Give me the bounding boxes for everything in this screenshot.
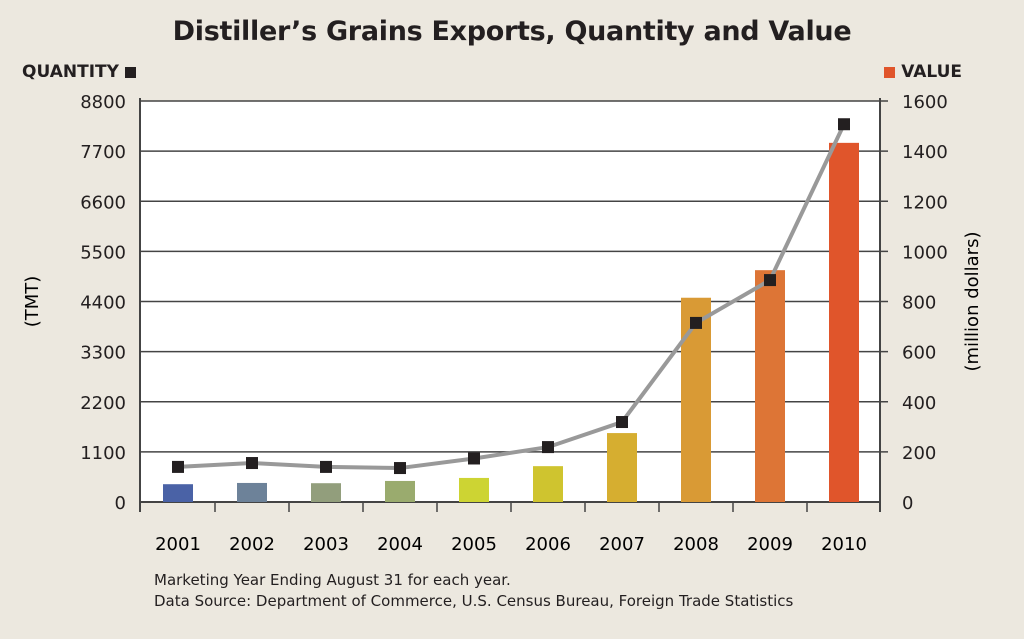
quantity-point-2010 (838, 118, 850, 131)
x-tick-label: 2007 (599, 534, 645, 555)
x-tick-label: 2008 (673, 534, 719, 555)
left-tick-label: 2200 (80, 393, 126, 414)
legend-quantity-marker (124, 66, 136, 78)
x-tick-label: 2001 (155, 534, 201, 555)
right-tick-label: 200 (902, 443, 936, 464)
quantity-point-2001 (172, 460, 184, 473)
right-tick-label: 0 (902, 493, 913, 514)
right-tick-label: 1200 (902, 192, 948, 213)
right-tick-label: 800 (902, 293, 936, 314)
legend-value: VALUE (878, 62, 962, 82)
right-tick-label: 1600 (902, 92, 948, 113)
quantity-point-2009 (764, 274, 776, 287)
left-tick-label: 6600 (80, 192, 126, 213)
x-tick-label: 2006 (525, 534, 571, 555)
left-tick-label: 4400 (80, 293, 126, 314)
x-tick-label: 2005 (451, 534, 497, 555)
left-tick-label: 0 (115, 493, 126, 514)
quantity-point-2006 (542, 441, 554, 454)
quantity-line (177, 123, 846, 471)
right-axis-label: (million dollars) (962, 232, 983, 372)
bar-value-2003 (311, 483, 341, 502)
bar-value-2010 (829, 142, 859, 502)
note-marketing-year: Marketing Year Ending August 31 for each… (154, 571, 511, 589)
left-tick-label: 7700 (80, 142, 126, 163)
x-tick-label: 2009 (747, 534, 793, 555)
bar-value-2006 (533, 466, 563, 502)
legend-quantity-label: QUANTITY (22, 62, 119, 82)
legend-value-marker (884, 66, 896, 78)
bar-value-2009 (755, 270, 785, 502)
quantity-point-2008 (690, 316, 702, 329)
left-tick-label: 5500 (80, 242, 126, 263)
bar-value-2002 (237, 482, 267, 502)
bar-value-2008 (681, 297, 711, 502)
legend-value-label: VALUE (901, 62, 962, 82)
right-tick-label: 1400 (902, 142, 948, 163)
right-tick-label: 600 (902, 343, 936, 364)
quantity-point-2003 (320, 460, 332, 473)
right-tick-label: 1000 (902, 242, 948, 263)
right-tick-label: 400 (902, 393, 936, 414)
bar-value-2005 (459, 477, 489, 502)
bar-value-2001 (163, 484, 193, 502)
chart-title: Distiller’s Grains Exports, Quantity and… (172, 16, 852, 47)
legend-quantity: QUANTITY (22, 62, 142, 82)
x-tick-label: 2004 (377, 534, 423, 555)
x-tick-label: 2003 (303, 534, 349, 555)
chart-notes: Marketing Year Ending August 31 for each… (154, 570, 793, 612)
note-data-source: Data Source: Department of Commerce, U.S… (154, 592, 794, 610)
quantity-point-2004 (394, 462, 406, 475)
left-axis-label: (TMT) (22, 276, 43, 328)
x-tick-label: 2010 (821, 534, 867, 555)
left-tick-label: 1100 (80, 443, 126, 464)
bar-value-2007 (607, 433, 637, 502)
quantity-point-2002 (246, 457, 258, 470)
bar-value-2004 (385, 480, 415, 502)
left-tick-label: 8800 (80, 92, 126, 113)
quantity-point-2007 (616, 416, 628, 429)
quantity-point-2005 (468, 452, 480, 465)
left-tick-label: 3300 (80, 343, 126, 364)
x-tick-label: 2002 (229, 534, 275, 555)
